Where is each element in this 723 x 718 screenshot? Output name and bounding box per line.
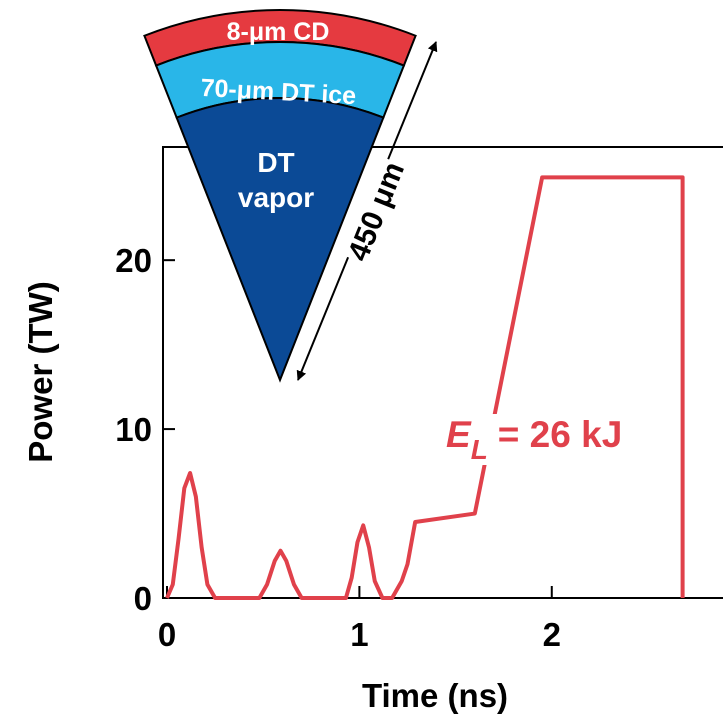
y-tick-label: 10 bbox=[115, 411, 152, 448]
label-backdrop bbox=[338, 155, 412, 267]
x-tick-label: 2 bbox=[543, 616, 561, 653]
x-tick-label: 0 bbox=[158, 616, 176, 653]
energy-annotation: EL = 26 kJ bbox=[446, 414, 622, 465]
x-tick-label: 1 bbox=[350, 616, 368, 653]
annotation-text: = 26 kJ bbox=[498, 414, 622, 455]
annotation-subscript: L bbox=[471, 434, 488, 465]
annotation-symbol: E bbox=[446, 414, 472, 455]
x-axis-title: Time (ns) bbox=[362, 677, 508, 714]
layer-label: 8-μm CD bbox=[227, 18, 330, 46]
layer-label: vapor bbox=[238, 182, 314, 213]
y-axis-title: Power (TW) bbox=[22, 281, 59, 462]
annotation-backdrop bbox=[442, 414, 627, 465]
plot-frame bbox=[162, 146, 723, 599]
y-tick-label: 20 bbox=[115, 242, 152, 279]
y-tick-label: 0 bbox=[134, 580, 152, 617]
layer-label: DT bbox=[257, 147, 294, 178]
power-line bbox=[165, 175, 685, 600]
